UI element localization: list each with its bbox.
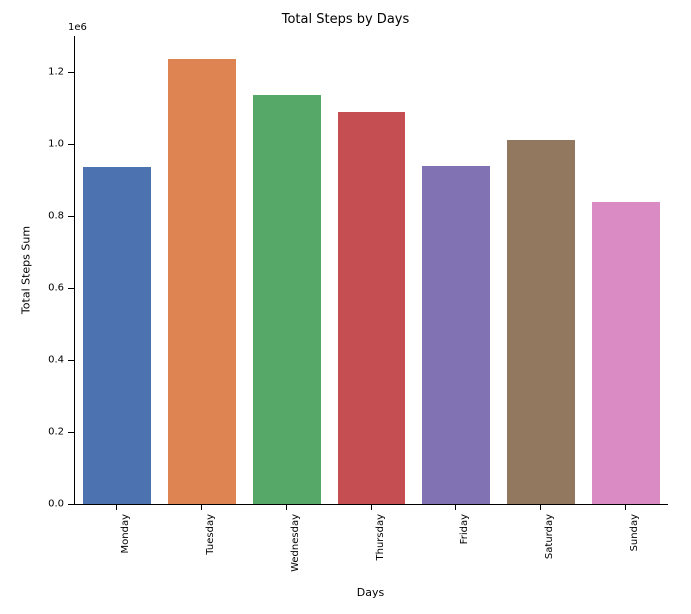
- xtick-mark: [455, 504, 456, 510]
- xtick-label: Friday: [459, 514, 470, 614]
- bar: [338, 112, 406, 504]
- ytick-label: 0.6: [44, 283, 64, 294]
- plot-area: [74, 36, 668, 505]
- xtick-mark: [116, 504, 117, 510]
- xtick-mark: [286, 504, 287, 510]
- ytick-label: 0.2: [44, 427, 64, 438]
- ytick-label: 1.2: [44, 67, 64, 78]
- y-axis-label: Total Steps Sum: [20, 226, 33, 314]
- y-offset-text: 1e6: [68, 22, 87, 33]
- ytick-mark: [68, 144, 74, 145]
- bar: [507, 140, 575, 504]
- ytick-label: 1.0: [44, 139, 64, 150]
- xtick-label: Wednesday: [290, 514, 301, 614]
- ytick-mark: [68, 504, 74, 505]
- ytick-mark: [68, 432, 74, 433]
- xtick-label: Tuesday: [205, 514, 216, 614]
- ytick-label: 0.4: [44, 355, 64, 366]
- ytick-mark: [68, 216, 74, 217]
- ytick-mark: [68, 72, 74, 73]
- ytick-mark: [68, 360, 74, 361]
- bar: [83, 167, 151, 504]
- figure: Total Steps by Days 1e6 Total Steps Sum …: [0, 0, 691, 614]
- bar: [592, 202, 660, 504]
- xtick-label: Sunday: [629, 514, 640, 614]
- xtick-mark: [625, 504, 626, 510]
- xtick-mark: [371, 504, 372, 510]
- xtick-label: Saturday: [544, 514, 555, 614]
- ytick-label: 0.0: [44, 499, 64, 510]
- xtick-label: Monday: [120, 514, 131, 614]
- bar: [253, 95, 321, 504]
- xtick-mark: [540, 504, 541, 510]
- ytick-mark: [68, 288, 74, 289]
- xtick-label: Thursday: [375, 514, 386, 614]
- chart-title: Total Steps by Days: [0, 12, 691, 27]
- bar: [422, 166, 490, 504]
- ytick-label: 0.8: [44, 211, 64, 222]
- bar: [168, 59, 236, 504]
- xtick-mark: [201, 504, 202, 510]
